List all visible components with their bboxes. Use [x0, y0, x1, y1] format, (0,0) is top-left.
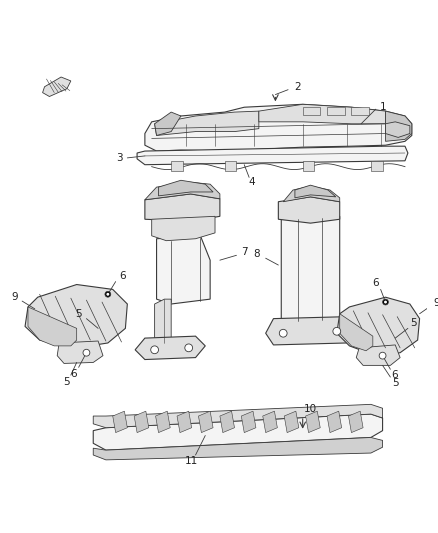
Text: 5: 5: [75, 309, 82, 319]
Polygon shape: [134, 411, 149, 433]
Circle shape: [106, 293, 110, 296]
Polygon shape: [283, 186, 340, 201]
Circle shape: [185, 344, 193, 352]
Text: 6: 6: [391, 370, 398, 380]
Text: 1: 1: [380, 102, 387, 112]
Polygon shape: [385, 111, 412, 141]
Polygon shape: [93, 405, 382, 427]
Polygon shape: [93, 438, 382, 460]
Circle shape: [105, 292, 111, 297]
Circle shape: [279, 329, 287, 337]
Polygon shape: [266, 317, 353, 345]
Polygon shape: [198, 411, 213, 433]
Polygon shape: [28, 307, 77, 346]
Polygon shape: [278, 197, 340, 223]
Polygon shape: [327, 107, 345, 115]
Text: 3: 3: [116, 153, 123, 163]
Text: 7: 7: [241, 247, 247, 257]
Polygon shape: [295, 185, 336, 198]
Text: 11: 11: [185, 456, 198, 466]
Polygon shape: [351, 107, 369, 115]
Polygon shape: [156, 236, 210, 304]
Polygon shape: [306, 411, 320, 433]
Polygon shape: [159, 180, 213, 196]
Polygon shape: [155, 112, 181, 135]
Text: 6: 6: [119, 271, 126, 281]
Polygon shape: [327, 411, 342, 433]
Polygon shape: [385, 122, 410, 138]
Polygon shape: [284, 411, 299, 433]
Polygon shape: [145, 182, 220, 200]
Text: 6: 6: [372, 278, 379, 288]
Polygon shape: [93, 414, 382, 450]
Polygon shape: [42, 77, 71, 96]
Polygon shape: [25, 285, 127, 348]
Polygon shape: [220, 411, 234, 433]
Polygon shape: [241, 411, 256, 433]
Polygon shape: [177, 411, 192, 433]
Polygon shape: [259, 104, 385, 124]
Polygon shape: [145, 104, 412, 151]
Polygon shape: [337, 297, 420, 356]
Polygon shape: [145, 194, 220, 221]
Circle shape: [384, 301, 387, 303]
Circle shape: [379, 352, 386, 359]
Polygon shape: [171, 161, 183, 171]
Text: 6: 6: [71, 369, 77, 379]
Polygon shape: [155, 299, 171, 343]
Polygon shape: [155, 111, 259, 135]
Polygon shape: [137, 146, 408, 165]
Polygon shape: [57, 341, 103, 364]
Text: 2: 2: [294, 82, 301, 92]
Polygon shape: [113, 411, 127, 433]
Text: 5: 5: [410, 319, 417, 328]
Polygon shape: [135, 336, 205, 360]
Polygon shape: [152, 216, 215, 241]
Polygon shape: [349, 411, 363, 433]
Text: 10: 10: [304, 404, 317, 414]
Polygon shape: [303, 161, 314, 171]
Text: 9: 9: [11, 292, 18, 302]
Polygon shape: [303, 107, 320, 115]
Text: 5: 5: [392, 378, 399, 388]
Circle shape: [151, 346, 159, 354]
Circle shape: [83, 349, 90, 356]
Polygon shape: [263, 411, 277, 433]
Text: 9: 9: [434, 298, 438, 308]
Polygon shape: [281, 216, 340, 324]
Circle shape: [382, 299, 389, 305]
Polygon shape: [155, 411, 170, 433]
Text: 8: 8: [254, 249, 260, 260]
Polygon shape: [356, 345, 400, 366]
Polygon shape: [371, 161, 382, 171]
Circle shape: [333, 327, 341, 335]
Polygon shape: [340, 314, 373, 351]
Polygon shape: [225, 161, 237, 171]
Text: 5: 5: [64, 377, 70, 387]
Text: 4: 4: [249, 177, 255, 187]
